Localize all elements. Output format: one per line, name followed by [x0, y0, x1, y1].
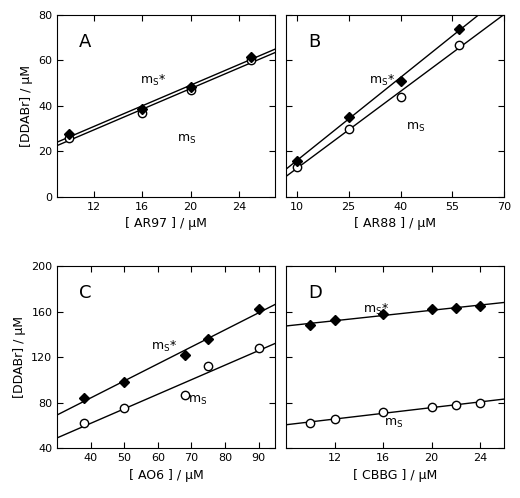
- Text: m$_\mathrm{S}$: m$_\mathrm{S}$: [384, 417, 404, 430]
- Text: C: C: [79, 284, 92, 302]
- Text: B: B: [308, 33, 320, 51]
- Text: m$_\mathrm{S}$*: m$_\mathrm{S}$*: [140, 73, 166, 88]
- Text: A: A: [79, 33, 92, 51]
- Text: D: D: [308, 284, 322, 302]
- Y-axis label: [DDABr] / μM: [DDABr] / μM: [12, 316, 25, 398]
- X-axis label: [ AR88 ] / μM: [ AR88 ] / μM: [354, 218, 436, 231]
- X-axis label: [ CBBG ] / μM: [ CBBG ] / μM: [353, 469, 437, 482]
- Text: m$_\mathrm{S}$*: m$_\mathrm{S}$*: [362, 302, 389, 317]
- X-axis label: [ AO6 ] / μM: [ AO6 ] / μM: [129, 469, 204, 482]
- Text: m$_\mathrm{S}$: m$_\mathrm{S}$: [177, 133, 197, 146]
- Text: m$_\mathrm{S}$: m$_\mathrm{S}$: [406, 121, 425, 133]
- Text: m$_\mathrm{S}$*: m$_\mathrm{S}$*: [151, 339, 177, 354]
- X-axis label: [ AR97 ] / μM: [ AR97 ] / μM: [125, 218, 207, 231]
- Text: m$_\mathrm{S}$: m$_\mathrm{S}$: [188, 393, 207, 407]
- Y-axis label: [DDABr] / μM: [DDABr] / μM: [20, 65, 33, 147]
- Text: m$_\mathrm{S}$*: m$_\mathrm{S}$*: [369, 73, 395, 88]
